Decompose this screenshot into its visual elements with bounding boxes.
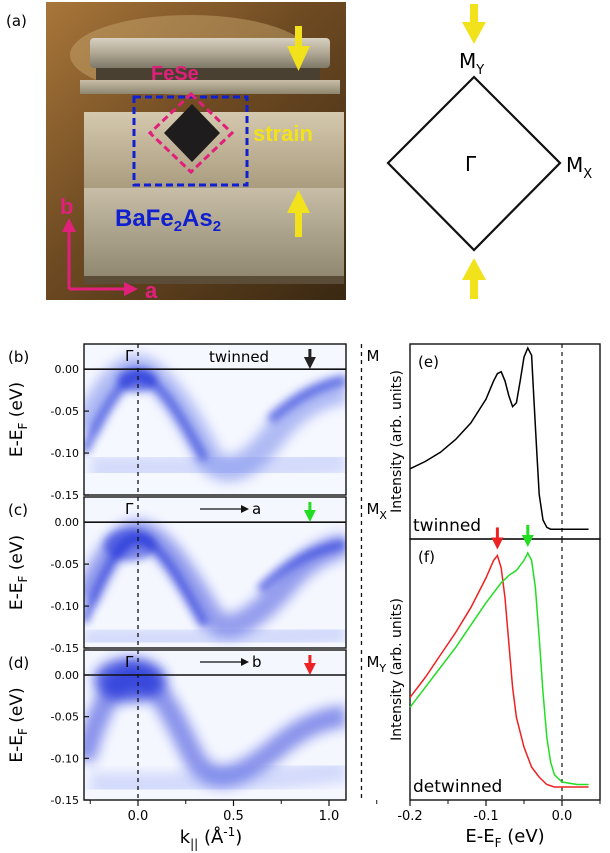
edc-frame bbox=[409, 343, 601, 540]
crystal-axes bbox=[62, 218, 138, 296]
arpes-image-b bbox=[84, 344, 346, 495]
arpes-overlay: 0.00 -0.05 -0.10 -0.15 (b) E-EF (eV) Γ Mtwinned… bbox=[7, 343, 387, 851]
x-tick-label: 0.0 bbox=[128, 809, 149, 824]
panel-label: (c) bbox=[8, 501, 28, 519]
marker-arrow-head bbox=[303, 663, 316, 675]
arpes-x-axis-title: k|| (Å-1) bbox=[180, 825, 243, 851]
direction-arrow-head bbox=[241, 505, 249, 513]
edc-peak-arrow-head bbox=[491, 537, 504, 550]
panel-title: twinned bbox=[209, 348, 269, 366]
strain-arrow-top bbox=[287, 26, 310, 71]
arpes-y-axis-title: E-EF (eV) bbox=[7, 687, 30, 762]
edc-panel-caption: detwinned bbox=[413, 777, 502, 797]
y-tick-label: 0.00 bbox=[55, 669, 80, 682]
y-tick-label: -0.15 bbox=[51, 489, 79, 502]
edc-x-tick-label: -0.1 bbox=[473, 809, 498, 824]
bz-gamma-label: Γ bbox=[465, 152, 477, 176]
y-tick-label: -0.15 bbox=[51, 642, 79, 655]
arpes-panels bbox=[84, 344, 346, 800]
x-tick-label: 0.5 bbox=[223, 809, 244, 824]
edc-peak-arrow-shaft bbox=[526, 524, 530, 537]
bz-strain-arrow-bottom bbox=[462, 258, 486, 299]
fese-dashed-diamond bbox=[147, 91, 235, 175]
edc-x-axis-title: E-EF (eV) bbox=[465, 826, 544, 850]
substrate-dashed-box bbox=[132, 95, 249, 187]
y-tick-label: -0.10 bbox=[51, 600, 79, 613]
axis-b-label: b bbox=[60, 194, 73, 219]
marker-arrow-head bbox=[303, 510, 316, 522]
marker-arrow-head bbox=[303, 357, 316, 369]
edc-y-axis-title: Intensity (arb. units) bbox=[389, 370, 405, 513]
arpes-frame bbox=[83, 649, 347, 801]
axis-a-label: a bbox=[145, 278, 158, 303]
arpes-y-axis-title: E-EF (eV) bbox=[7, 382, 30, 457]
m-point-label: MY bbox=[366, 653, 386, 675]
arpes-frame bbox=[83, 496, 347, 649]
edc-frame bbox=[409, 538, 601, 801]
panel-label: (d) bbox=[8, 654, 29, 672]
y-tick-label: 0.00 bbox=[55, 363, 80, 376]
edc-peak-arrow-head bbox=[521, 534, 534, 547]
edc-panels: (e) twinned Intensity (arb. units) (f) detwi… bbox=[389, 343, 601, 850]
y-tick-label: -0.10 bbox=[51, 752, 79, 765]
direction-arrow-head bbox=[241, 658, 249, 666]
arpes-frame bbox=[83, 343, 347, 496]
bz-my-label: MY bbox=[459, 49, 484, 78]
panel-a-label: (a) bbox=[6, 12, 27, 30]
arpes-image-c bbox=[84, 497, 346, 648]
edc-curve bbox=[409, 551, 589, 786]
gamma-point-label: Γ bbox=[125, 347, 134, 365]
y-tick-label: -0.15 bbox=[51, 794, 79, 807]
arpes-image-d bbox=[84, 650, 346, 800]
fese-label: FeSe bbox=[151, 63, 199, 85]
direction-label: a bbox=[252, 500, 261, 518]
edc-peak-arrow-shaft bbox=[495, 527, 499, 540]
gamma-point-label: Γ bbox=[125, 653, 134, 671]
edc-x-tick-label: -0.2 bbox=[397, 809, 422, 824]
direction-label: b bbox=[252, 653, 262, 671]
edc-panel-label: (f) bbox=[418, 548, 435, 566]
arpes-y-axis-title: E-EF (eV) bbox=[7, 535, 30, 610]
edc-panel-caption: twinned bbox=[413, 516, 481, 536]
y-tick-label: 0.00 bbox=[55, 516, 80, 529]
edc-y-axis-title: Intensity (arb. units) bbox=[389, 598, 405, 741]
panel-label: (b) bbox=[8, 348, 29, 366]
edc-x-tick-label: 0.0 bbox=[552, 809, 573, 824]
m-point-label: M bbox=[366, 347, 379, 365]
y-tick-label: -0.10 bbox=[51, 447, 79, 460]
bz-strain-arrow-top bbox=[462, 4, 486, 44]
x-tick-label: 1.0 bbox=[319, 809, 340, 824]
gamma-point-label: Γ bbox=[125, 500, 134, 518]
strain-arrow-bottom bbox=[287, 190, 310, 237]
strain-label: strain bbox=[253, 121, 313, 146]
marker-arrow-shaft bbox=[308, 349, 312, 359]
bz-mx-label: MX bbox=[566, 153, 592, 182]
brillouin-zone bbox=[386, 75, 562, 252]
edc-curve bbox=[409, 553, 589, 788]
y-tick-label: -0.05 bbox=[51, 558, 79, 571]
marker-arrow-shaft bbox=[308, 502, 312, 512]
y-tick-label: -0.05 bbox=[51, 711, 79, 724]
fese-crystal bbox=[164, 104, 220, 162]
edc-panel-label: (e) bbox=[418, 353, 439, 371]
edc-curve bbox=[409, 346, 589, 530]
m-point-label: MX bbox=[366, 500, 387, 522]
substrate-label: BaFe2As2 bbox=[115, 205, 221, 235]
y-tick-label: -0.05 bbox=[51, 405, 79, 418]
marker-arrow-shaft bbox=[308, 655, 312, 665]
